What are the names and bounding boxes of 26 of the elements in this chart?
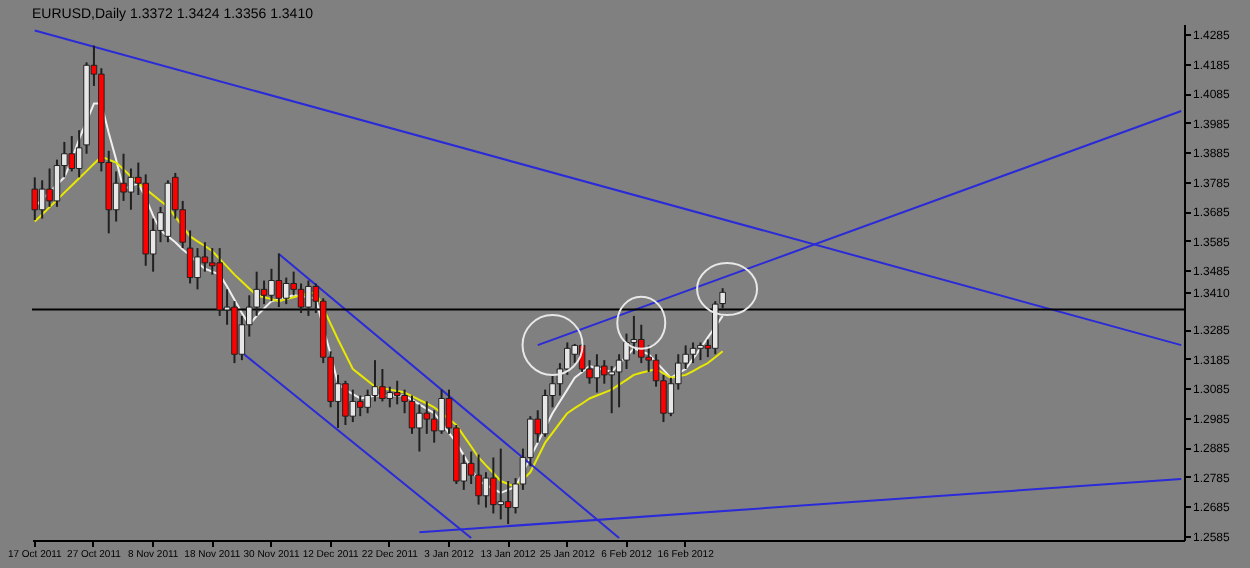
candlestick xyxy=(31,176,39,222)
candlestick xyxy=(386,385,394,409)
candlestick xyxy=(216,247,223,317)
candlestick xyxy=(201,241,209,273)
candlestick xyxy=(349,388,357,424)
candlestick xyxy=(120,152,127,202)
candlestick xyxy=(438,388,445,435)
candlestick xyxy=(305,279,312,317)
candlestick xyxy=(342,379,349,427)
candlestick xyxy=(423,400,431,435)
candlestick xyxy=(68,135,76,173)
candlestick xyxy=(194,247,201,291)
candlestick xyxy=(475,453,482,506)
candlestick xyxy=(46,167,53,208)
candlestick xyxy=(416,403,423,453)
candlestick xyxy=(260,279,268,306)
candlestick xyxy=(356,394,364,418)
candlestick xyxy=(638,323,645,365)
candlestick xyxy=(689,341,697,365)
candlestick xyxy=(593,353,601,394)
candlestick xyxy=(282,276,290,306)
candlestick xyxy=(393,379,401,406)
candlestick xyxy=(490,456,497,515)
candlestick xyxy=(379,367,386,403)
candlestick xyxy=(268,267,275,303)
candlestick xyxy=(275,252,283,309)
